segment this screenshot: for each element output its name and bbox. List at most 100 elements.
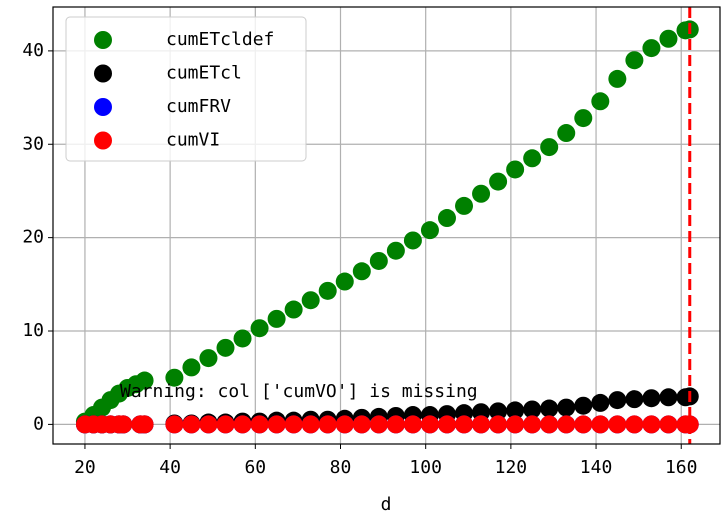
point bbox=[489, 415, 508, 434]
point bbox=[284, 415, 303, 434]
point bbox=[506, 160, 525, 179]
point bbox=[540, 415, 559, 434]
point bbox=[574, 415, 593, 434]
point bbox=[250, 415, 269, 434]
point bbox=[523, 149, 542, 168]
point bbox=[608, 69, 627, 88]
annotation: Warning: col ['cumVO'] is missing bbox=[120, 381, 478, 402]
point bbox=[642, 415, 661, 434]
point bbox=[506, 401, 525, 420]
y-tick-label: 40 bbox=[22, 40, 44, 61]
x-tick-label: 120 bbox=[495, 457, 528, 478]
y-tick-label: 10 bbox=[22, 320, 44, 341]
y-tick-label: 30 bbox=[22, 133, 44, 154]
point bbox=[489, 402, 508, 421]
point bbox=[608, 391, 627, 410]
axes-frame bbox=[52, 6, 721, 445]
point bbox=[437, 209, 456, 228]
point bbox=[523, 415, 542, 434]
point bbox=[591, 393, 610, 412]
legend-label: cumETcl bbox=[166, 63, 242, 84]
x-axis-label: d bbox=[381, 494, 392, 515]
legend-marker bbox=[94, 31, 112, 49]
point bbox=[506, 415, 525, 434]
legend-marker bbox=[94, 98, 112, 116]
point bbox=[420, 415, 439, 434]
point bbox=[659, 388, 678, 407]
legend-label: cumFRV bbox=[166, 96, 231, 117]
x-tick-label: 60 bbox=[244, 457, 266, 478]
point bbox=[557, 398, 576, 417]
point bbox=[250, 319, 269, 338]
legend-marker bbox=[94, 64, 112, 83]
point bbox=[403, 231, 422, 250]
point bbox=[318, 415, 337, 434]
point bbox=[472, 415, 491, 434]
point bbox=[369, 251, 388, 270]
point bbox=[403, 415, 422, 434]
point bbox=[659, 29, 678, 48]
x-tick-label: 100 bbox=[409, 457, 442, 478]
legend: cumETcldef cumETcl cumFRV cumVI bbox=[65, 16, 307, 162]
point bbox=[114, 415, 133, 434]
point bbox=[455, 196, 474, 215]
point bbox=[182, 415, 201, 434]
point bbox=[472, 184, 491, 203]
point bbox=[625, 390, 644, 409]
point bbox=[135, 371, 154, 390]
point bbox=[335, 272, 354, 291]
point bbox=[165, 415, 184, 434]
point bbox=[489, 172, 508, 191]
x-tick-label: 160 bbox=[665, 457, 698, 478]
point bbox=[386, 415, 405, 434]
point bbox=[182, 358, 201, 377]
point bbox=[574, 396, 593, 415]
point bbox=[625, 51, 644, 70]
legend-marker bbox=[94, 131, 112, 150]
x-tick-label: 80 bbox=[330, 457, 352, 478]
legend-label: cumVI bbox=[166, 130, 220, 151]
x-tick-label: 40 bbox=[159, 457, 181, 478]
point bbox=[437, 415, 456, 434]
point bbox=[625, 415, 644, 434]
point bbox=[301, 291, 320, 310]
x-tick-label: 20 bbox=[74, 457, 96, 478]
point bbox=[216, 415, 235, 434]
point bbox=[540, 138, 559, 157]
point bbox=[608, 415, 627, 434]
legend-label: cumETcldef bbox=[166, 29, 274, 50]
point bbox=[386, 241, 405, 260]
point bbox=[540, 399, 559, 418]
point bbox=[352, 415, 371, 434]
point bbox=[301, 415, 320, 434]
point bbox=[335, 415, 354, 434]
point bbox=[284, 300, 303, 319]
legend-box bbox=[65, 16, 307, 162]
point bbox=[369, 415, 388, 434]
point bbox=[523, 400, 542, 419]
point bbox=[642, 389, 661, 408]
point bbox=[135, 415, 154, 434]
x-tick-label: 140 bbox=[580, 457, 613, 478]
plot-area: Warning: col ['cumVO'] is missing bbox=[75, 7, 699, 444]
point bbox=[233, 329, 252, 348]
point bbox=[642, 39, 661, 58]
y-tick-label: 0 bbox=[33, 413, 44, 434]
point bbox=[199, 349, 218, 368]
point bbox=[267, 415, 286, 434]
point bbox=[557, 415, 576, 434]
point bbox=[233, 415, 252, 434]
point bbox=[165, 368, 184, 387]
point bbox=[557, 124, 576, 143]
point bbox=[574, 109, 593, 128]
point bbox=[591, 415, 610, 434]
point bbox=[659, 415, 678, 434]
point bbox=[352, 262, 371, 281]
point bbox=[267, 309, 286, 328]
point bbox=[591, 92, 610, 111]
y-tick-label: 20 bbox=[22, 227, 44, 248]
point bbox=[216, 338, 235, 357]
point bbox=[199, 415, 218, 434]
point bbox=[455, 415, 474, 434]
